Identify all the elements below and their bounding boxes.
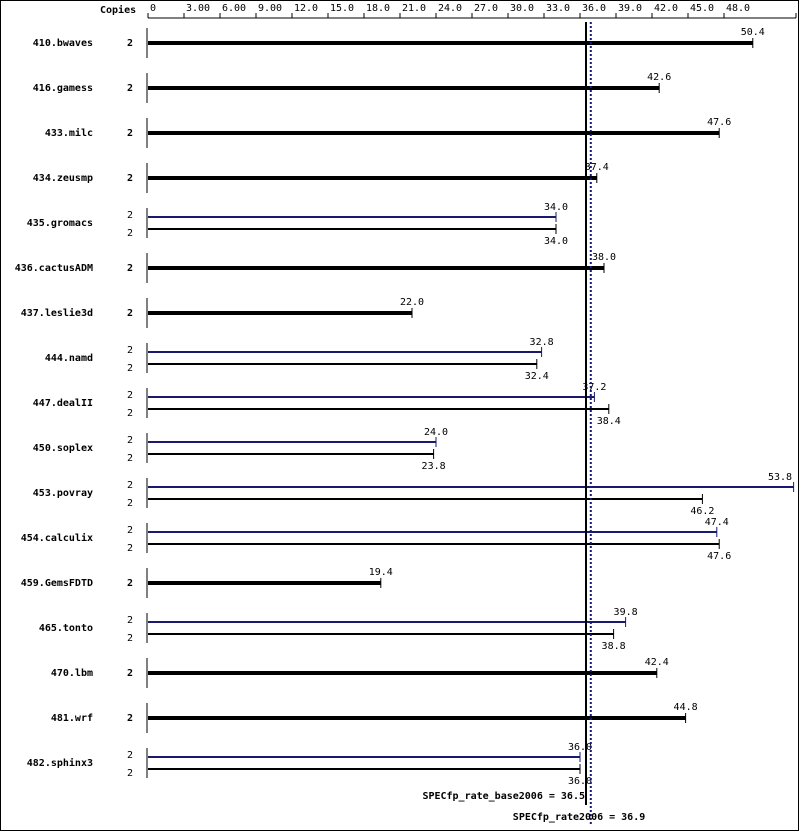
copies: 2 [127,453,133,464]
value-label: 53.8 [768,472,792,483]
copies: 2 [127,498,133,509]
copies: 2 [127,750,133,761]
copies: 2 [127,768,133,779]
benchmark-label: 459.GemsFDTD [21,578,93,589]
value-label: 36.0 [568,776,592,787]
value-label: 24.0 [424,427,448,438]
benchmark-label: 410.bwaves [33,38,93,49]
copies: 2 [127,83,133,94]
value-label: 38.4 [597,416,621,427]
value-label: 50.4 [741,27,765,38]
x-tick-label: 3.00 [186,3,210,14]
copies: 2 [127,128,133,139]
x-tick-label: 6.00 [222,3,246,14]
copies: 2 [127,345,133,356]
benchmark-label: 454.calculix [21,532,93,544]
x-tick-label: 48.0 [726,3,750,14]
x-tick-label: 30.0 [510,3,534,14]
benchmark-label: 436.cactusADM [15,263,93,274]
copies: 2 [127,713,133,724]
benchmark-label: 433.milc [45,127,93,139]
x-tick-label: 27.0 [474,3,498,14]
copies: 2 [127,525,133,536]
copies: 2 [127,615,133,626]
x-tick-label: 21.0 [402,3,426,14]
copies: 2 [127,363,133,374]
copies: 2 [127,633,133,644]
benchmark-label: 437.leslie3d [21,307,93,319]
value-label: 42.4 [645,657,669,668]
copies-header: Copies [100,4,136,16]
benchmark-label: 453.povray [33,488,93,499]
value-label: 46.2 [690,506,714,517]
benchmark-label: 435.gromacs [27,218,93,229]
value-label: 34.0 [544,236,568,247]
reference-label: SPECfp_rate2006 = 36.9 [513,812,645,823]
value-label: 22.0 [400,297,424,308]
x-tick-label: 15.0 [330,3,354,14]
benchmark-label: 444.namd [45,353,93,364]
copies: 2 [127,480,133,491]
value-label: 38.8 [602,641,626,652]
value-label: 34.0 [544,202,568,213]
value-label: 47.4 [705,517,729,528]
copies: 2 [127,578,133,589]
value-label: 37.4 [585,162,609,173]
x-tick-label: 42.0 [654,3,678,14]
benchmark-label: 434.zeusmp [33,173,93,184]
value-label: 38.0 [592,252,616,263]
x-tick-label: 12.0 [294,3,318,14]
value-label: 42.6 [647,72,671,83]
value-label: 32.4 [525,371,549,382]
copies: 2 [127,228,133,239]
copies: 2 [127,435,133,446]
value-label: 19.4 [369,567,393,578]
copies: 2 [127,390,133,401]
benchmark-label: 470.lbm [51,668,93,679]
x-tick-label: 39.0 [618,3,642,14]
value-label: 44.8 [674,702,698,713]
copies: 2 [127,668,133,679]
x-tick-label: 45.0 [690,3,714,14]
benchmark-label: 481.wrf [51,713,93,724]
benchmark-label: 450.soplex [33,443,93,454]
reference-label: SPECfp_rate_base2006 = 36.5 [422,791,585,802]
x-tick-label: 9.00 [258,3,282,14]
value-label: 32.8 [530,337,554,348]
copies: 2 [127,38,133,49]
benchmark-label: 465.tonto [39,623,93,634]
value-label: 47.6 [707,117,731,128]
x-tick-label: 18.0 [366,3,390,14]
x-tick-label: 24.0 [438,3,462,14]
copies: 2 [127,210,133,221]
value-label: 23.8 [422,461,446,472]
benchmark-label: 482.sphinx3 [27,757,93,769]
copies: 2 [127,173,133,184]
benchmark-label: 447.dealII [33,398,93,409]
value-label: 37.2 [582,382,606,393]
benchmark-label: 416.gamess [33,83,93,94]
x-tick-label: 33.0 [546,3,570,14]
copies: 2 [127,308,133,319]
copies: 2 [127,543,133,554]
value-label: 36.0 [568,742,592,753]
copies: 2 [127,263,133,274]
value-label: 47.6 [707,551,731,562]
x-tick-label: 0 [150,3,156,14]
copies: 2 [127,408,133,419]
value-label: 39.8 [614,607,638,618]
x-tick-label: 36.0 [582,3,606,14]
